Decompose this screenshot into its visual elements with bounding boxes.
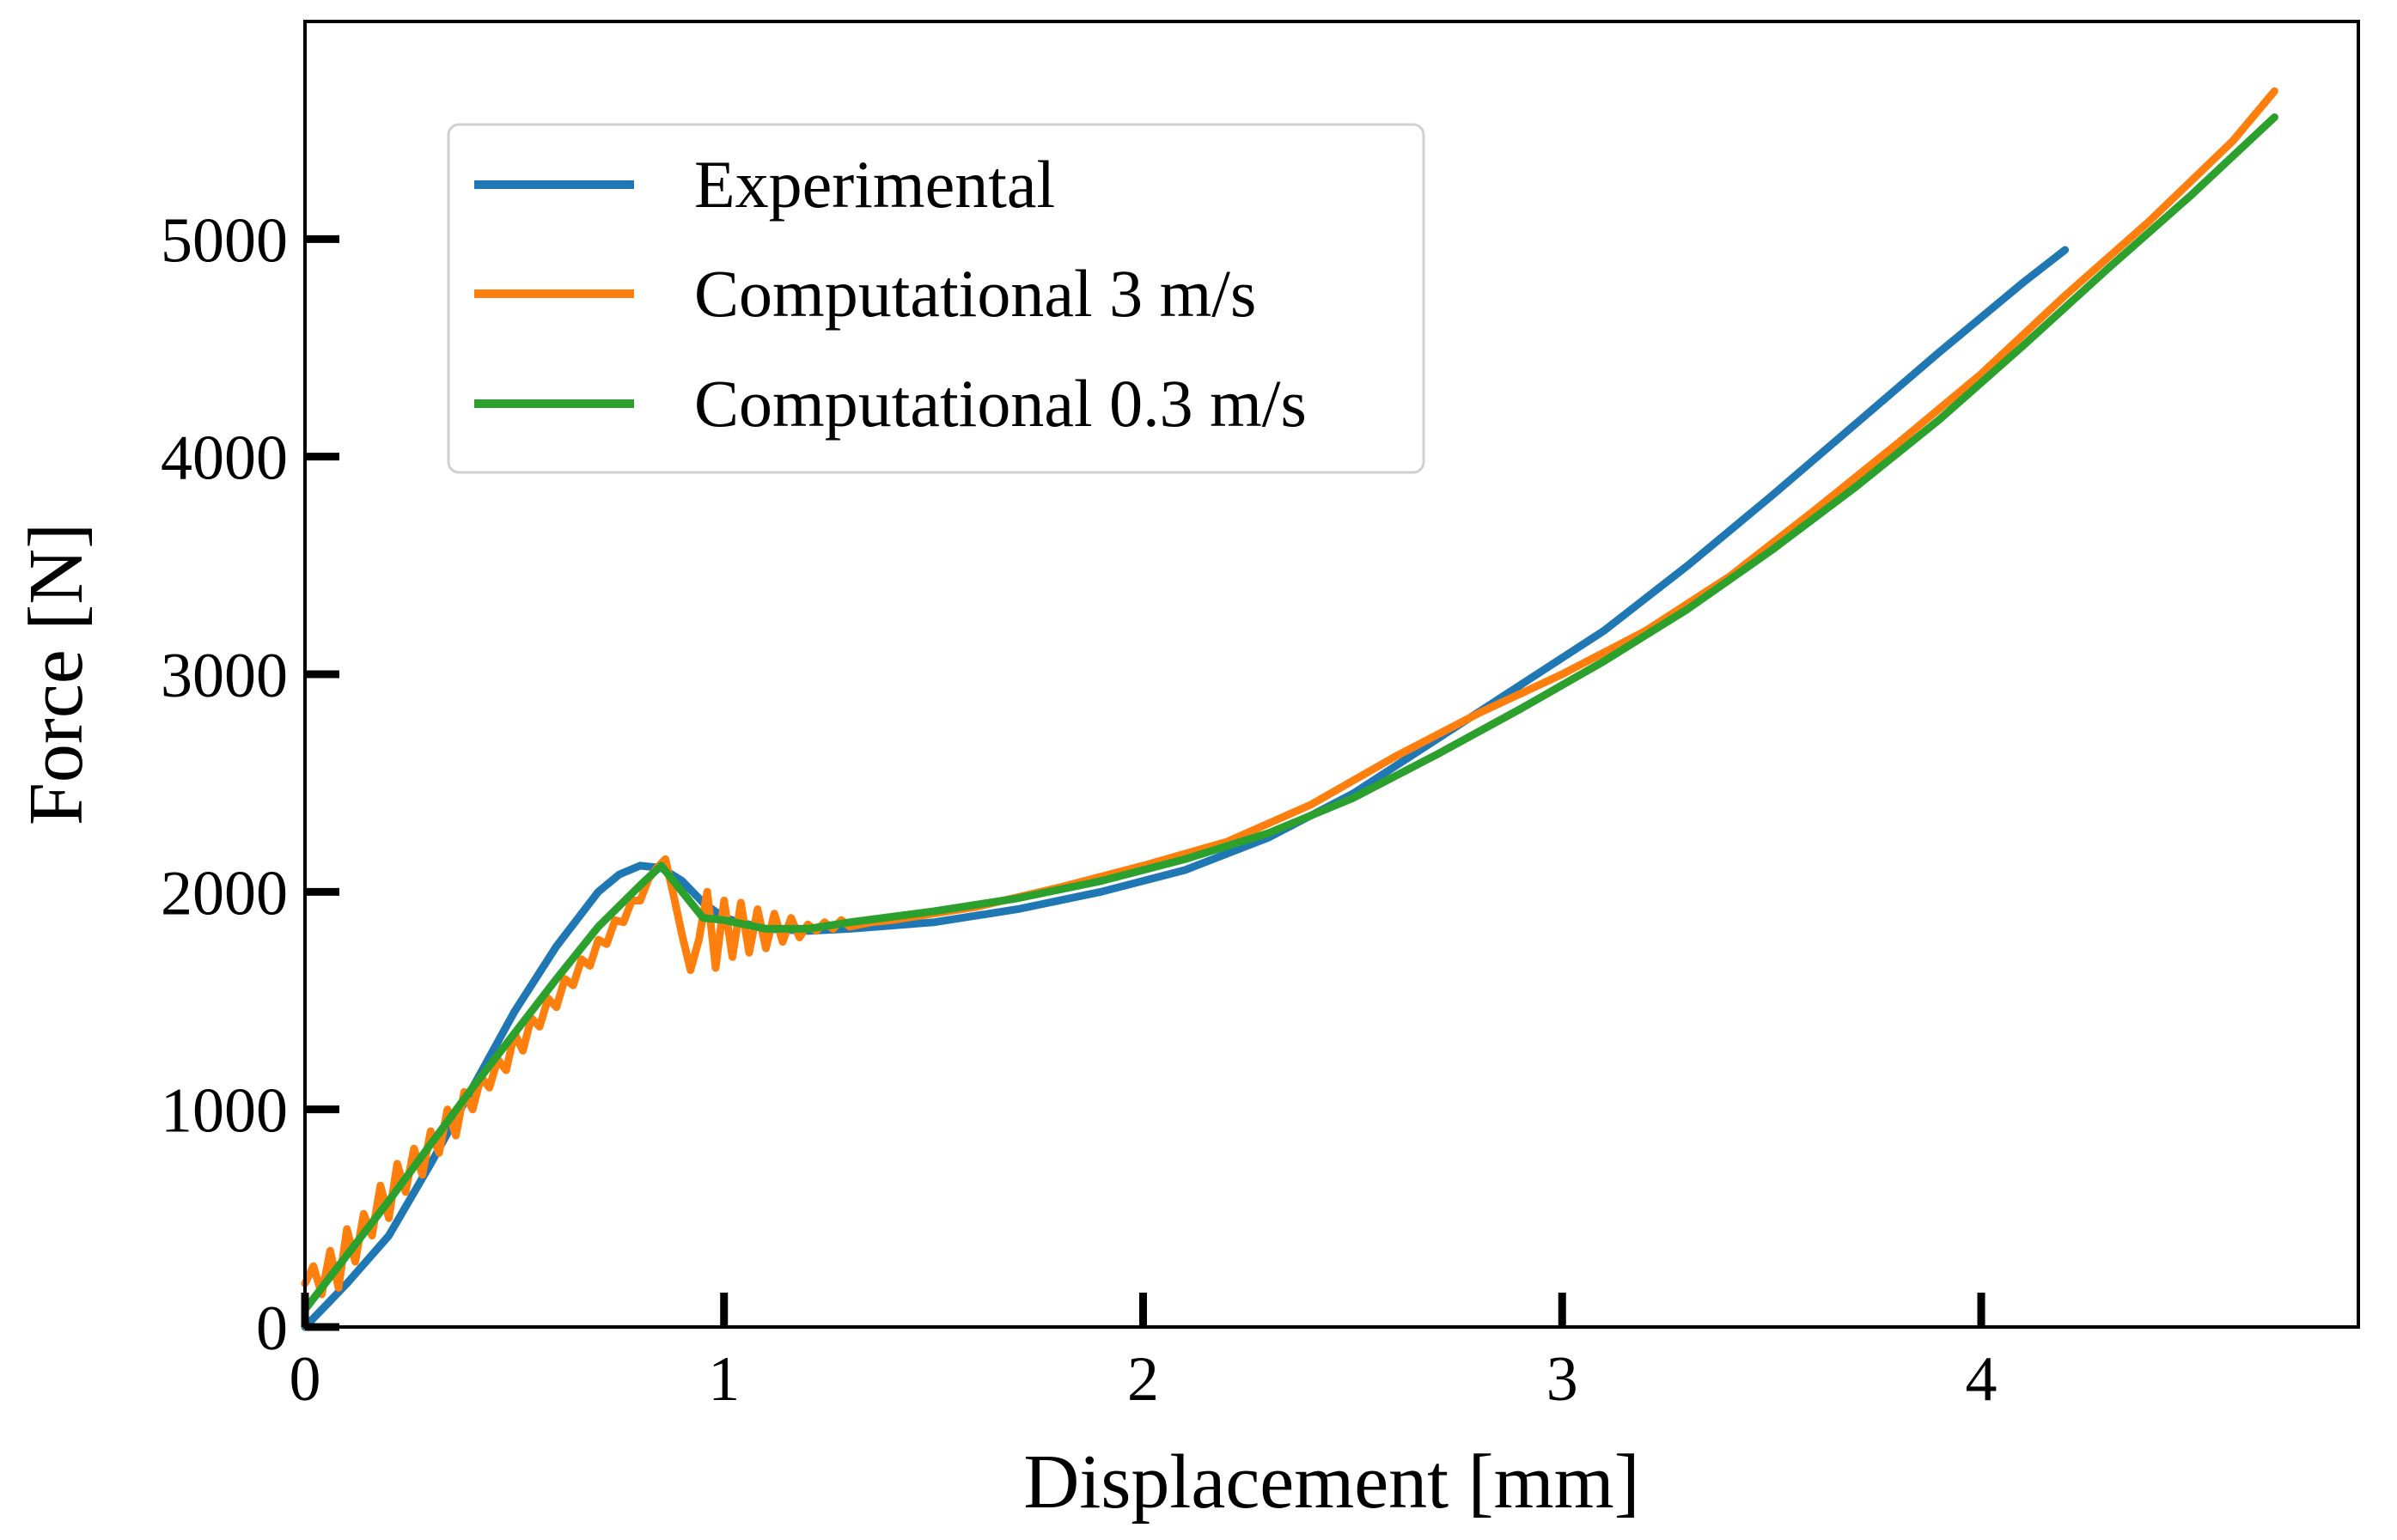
y-tick-label: 0 — [256, 1293, 288, 1364]
x-axis: 0 1 2 3 4 — [290, 1293, 1998, 1415]
y-axis-label: Force [N] — [14, 523, 99, 825]
series-layer — [301, 87, 2278, 1331]
x-tick-label: 2 — [1127, 1344, 1159, 1415]
y-tick-label: 4000 — [161, 423, 288, 494]
y-tick-label: 3000 — [161, 641, 288, 711]
x-tick-label: 1 — [708, 1344, 740, 1415]
x-tick-label: 3 — [1546, 1344, 1578, 1415]
legend-label-3: Computational 0.3 m/s — [694, 366, 1307, 441]
y-axis: 0 1000 2000 3000 4000 5000 — [161, 205, 339, 1364]
x-tick-label: 0 — [290, 1344, 321, 1415]
legend: Experimental Computational 3 m/s Computati… — [447, 123, 1425, 474]
legend-label-1: Experimental — [694, 147, 1055, 222]
x-axis-label: Displacement [mm] — [1023, 1440, 1639, 1525]
y-tick-label: 1000 — [161, 1076, 288, 1147]
x-tick-label: 4 — [1966, 1344, 1998, 1415]
y-tick-label: 5000 — [161, 205, 288, 276]
series-line-3 — [301, 113, 2278, 1314]
legend-label-2: Computational 3 m/s — [694, 256, 1256, 331]
legend-box — [447, 123, 1425, 474]
y-tick-label: 2000 — [161, 858, 288, 928]
